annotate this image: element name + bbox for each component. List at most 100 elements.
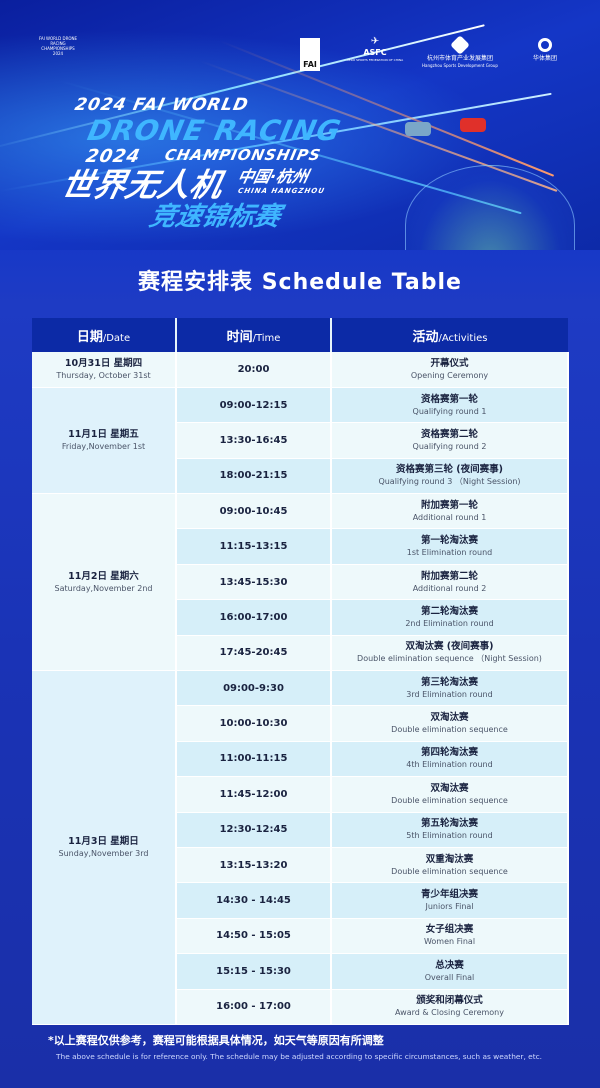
time-text: 11:45-12:00 bbox=[219, 788, 288, 800]
activity-cell: 第五轮淘汰赛 5th Elimination round bbox=[331, 812, 569, 848]
activity-zh: 第一轮淘汰赛 bbox=[420, 535, 478, 547]
huati-group-logo: 华体集团 bbox=[525, 38, 565, 63]
activity-cell: 资格赛第三轮 (夜间赛事) Qualifying round 3 （Night S… bbox=[331, 458, 569, 495]
activity-zh: 第五轮淘汰赛 bbox=[420, 818, 478, 830]
activity-zh: 颁奖和闭幕仪式 bbox=[416, 995, 483, 1007]
time-text: 10:00-10:30 bbox=[219, 718, 288, 730]
activity-cell: 双淘汰赛 (夜间赛事) Double elimination sequence （… bbox=[331, 635, 569, 672]
table-row: 11月1日 星期五 Friday,November 1st 09:00-12:15 资… bbox=[32, 387, 569, 495]
activity-zh: 双淘汰赛 bbox=[430, 712, 469, 724]
table-row: 14:30 - 14:45 青少年组决赛 Juniors Final bbox=[32, 882, 569, 919]
table-row: 15:15 - 15:30 总决赛 Overall Final bbox=[32, 953, 569, 990]
title-en-line2: DRONE RACING bbox=[84, 114, 345, 147]
time-text: 14:30 - 14:45 bbox=[216, 895, 291, 907]
activity-zh: 双淘汰赛 bbox=[430, 782, 469, 794]
activity-cell: 女子组决赛 Women Final bbox=[331, 918, 569, 955]
activity-cell: 资格赛第一轮 Qualifying round 1 bbox=[331, 387, 569, 424]
time-text: 14:50 - 15:05 bbox=[216, 930, 291, 942]
table-row: 18:00-21:15 资格赛第三轮 (夜间赛事) Qualifying round… bbox=[32, 458, 569, 495]
asfc-wings-icon: ✈ bbox=[370, 36, 380, 47]
banner: FAI WORLD DRONE RACING CHAMPIONSHIPS 202… bbox=[0, 0, 600, 250]
activity-cell: 附加赛第一轮 Additional round 1 bbox=[331, 493, 569, 530]
activity-zh: 附加赛第一轮 bbox=[420, 499, 478, 511]
table-row: 16:00-17:00 第二轮淘汰赛 2nd Elimination round bbox=[32, 599, 569, 636]
activity-zh: 资格赛第二轮 bbox=[420, 428, 478, 440]
activity-cell: 双重淘汰赛 Double elimination sequence bbox=[331, 847, 569, 884]
table-header: 日期/Date 时间/Time 活动/Activities bbox=[32, 318, 568, 352]
activity-cell: 第四轮淘汰赛 4th Elimination round bbox=[331, 741, 569, 778]
table-row: 13:30-16:45 资格赛第二轮 Qualifying round 2 bbox=[32, 422, 569, 459]
hangzhou-sports-logo: 杭州市体育产业发展集团 Hangzhou Sports Development … bbox=[420, 35, 500, 69]
time-cell: 20:00 bbox=[176, 352, 332, 388]
drone-icon bbox=[405, 122, 431, 136]
hangzhou-sports-icon bbox=[450, 35, 470, 55]
activity-zh: 第二轮淘汰赛 bbox=[420, 605, 478, 617]
title-en-line3: CHAMPIONSHIPS bbox=[163, 146, 323, 164]
header-activities: 活动/Activities bbox=[331, 318, 568, 352]
activity-cell: 双淘汰赛 Double elimination sequence bbox=[331, 776, 569, 813]
activity-en: Qualifying round 2 bbox=[412, 441, 487, 451]
activity-en: 5th Elimination round bbox=[406, 831, 493, 841]
date-zh: 10月31日 星期四 bbox=[64, 357, 143, 369]
time-text: 09:00-9:30 bbox=[223, 682, 284, 694]
time-text: 13:30-16:45 bbox=[219, 434, 288, 446]
title-zh-line2: 竞速锦标赛 bbox=[146, 202, 284, 232]
activity-zh: 资格赛第一轮 bbox=[420, 393, 478, 405]
date-zh: 11月3日 星期日 bbox=[68, 835, 139, 847]
date-cell: 11月3日 星期日 Sunday,November 3rd bbox=[32, 670, 177, 1025]
activity-en: Award & Closing Ceremony bbox=[395, 1008, 504, 1018]
activity-en: 2nd Elimination round bbox=[405, 618, 494, 628]
table-row: 11月3日 星期日 Sunday,November 3rd 09:00-9:30 第三… bbox=[32, 670, 569, 1025]
table-row: 16:00 - 17:00 颁奖和闭幕仪式 Award & Closing Cere… bbox=[32, 989, 569, 1025]
title-city-en: CHINA HANGZHOU bbox=[237, 187, 326, 195]
time-text: 12:30-12:45 bbox=[219, 824, 288, 836]
time-cell: 09:00-12:15 bbox=[176, 387, 332, 424]
table-row: 11:45-12:00 双淘汰赛 Double elimination sequen… bbox=[32, 776, 569, 813]
footnote-zh: *以上赛程仅供参考，赛程可能根据具体情况，如天气等原因有所调整 bbox=[48, 1034, 384, 1047]
time-text: 09:00-10:45 bbox=[219, 505, 288, 517]
activity-en: 1st Elimination round bbox=[406, 548, 493, 558]
activity-zh: 开幕仪式 bbox=[430, 357, 469, 369]
asfc-logo: ✈ ASFC AERO SPORTS FEDERATION OF CHINA bbox=[346, 36, 404, 62]
time-cell: 09:00-10:45 bbox=[176, 493, 332, 530]
activity-en: Double elimination sequence bbox=[391, 795, 508, 805]
activity-zh: 第三轮淘汰赛 bbox=[420, 676, 478, 688]
event-logo: FAI WORLD DRONE RACING CHAMPIONSHIPS 202… bbox=[38, 36, 78, 56]
activity-cell: 颁奖和闭幕仪式 Award & Closing Ceremony bbox=[331, 989, 569, 1025]
activity-cell: 第二轮淘汰赛 2nd Elimination round bbox=[331, 599, 569, 636]
time-text: 15:15 - 15:30 bbox=[216, 965, 291, 977]
time-text: 11:00-11:15 bbox=[219, 753, 288, 765]
time-text: 18:00-21:15 bbox=[219, 470, 288, 482]
title-city-zh: 中国·杭州 bbox=[236, 167, 311, 186]
activity-en: Overall Final bbox=[424, 972, 475, 982]
activity-cell: 第一轮淘汰赛 1st Elimination round bbox=[331, 528, 569, 565]
activity-zh: 女子组决赛 bbox=[425, 924, 474, 936]
activity-en: Opening Ceremony bbox=[410, 370, 489, 380]
table-row: 14:50 - 15:05 女子组决赛 Women Final bbox=[32, 918, 569, 955]
activity-en: 3rd Elimination round bbox=[406, 689, 493, 699]
stadium-globe-graphic bbox=[405, 165, 575, 250]
activity-en: Double elimination sequence bbox=[391, 725, 508, 735]
activity-en: Women Final bbox=[423, 937, 476, 947]
activity-cell: 开幕仪式 Opening Ceremony bbox=[331, 352, 569, 388]
activity-en: Additional round 2 bbox=[412, 583, 487, 593]
drone-icon bbox=[460, 118, 486, 132]
activity-en: Qualifying round 1 bbox=[412, 406, 487, 416]
time-text: 13:45-15:30 bbox=[219, 576, 288, 588]
date-cell: 11月1日 星期五 Friday,November 1st bbox=[32, 387, 177, 495]
fai-logo: FAI bbox=[300, 38, 320, 71]
activity-zh: 第四轮淘汰赛 bbox=[420, 747, 478, 759]
time-cell: 11:45-12:00 bbox=[176, 776, 332, 813]
table-row: 17:45-20:45 双淘汰赛 (夜间赛事) Double elimination… bbox=[32, 635, 569, 672]
date-en: Sunday,November 3rd bbox=[58, 848, 149, 858]
activity-zh: 资格赛第三轮 (夜间赛事) bbox=[396, 464, 503, 476]
activity-cell: 第三轮淘汰赛 3rd Elimination round bbox=[331, 670, 569, 707]
title-zh-line1: 世界无人机 bbox=[57, 166, 227, 204]
time-text: 11:15-13:15 bbox=[219, 541, 288, 553]
time-cell: 11:00-11:15 bbox=[176, 741, 332, 778]
activity-cell: 总决赛 Overall Final bbox=[331, 953, 569, 990]
table-row: 13:45-15:30 附加赛第二轮 Additional round 2 bbox=[32, 564, 569, 601]
activity-cell: 资格赛第二轮 Qualifying round 2 bbox=[331, 422, 569, 459]
time-cell: 15:15 - 15:30 bbox=[176, 953, 332, 990]
